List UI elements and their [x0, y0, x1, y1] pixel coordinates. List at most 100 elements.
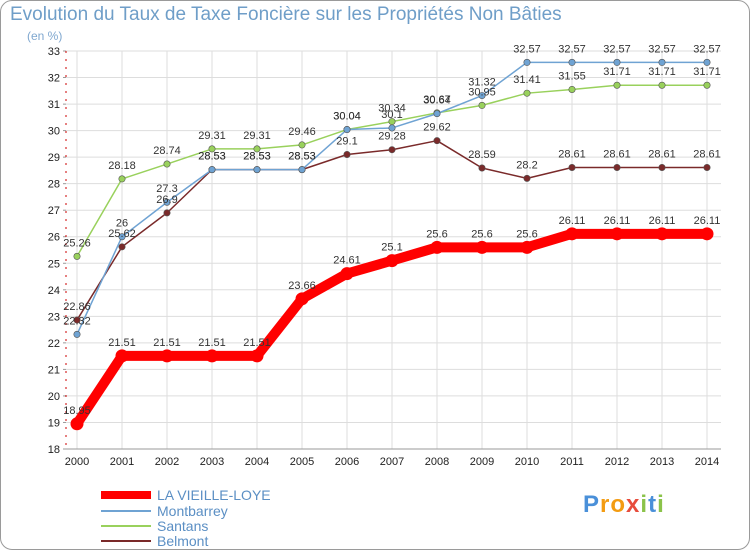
data-point	[208, 145, 216, 153]
data-label: 31.71	[693, 66, 721, 78]
data-point	[253, 166, 261, 174]
data-label: 31.32	[468, 77, 496, 89]
data-label: 24.61	[333, 255, 361, 267]
data-label: 28.53	[198, 151, 226, 163]
data-label: 32.57	[648, 43, 676, 55]
data-point	[700, 227, 714, 241]
x-tick-label: 2009	[470, 456, 494, 468]
logo-letter: r	[600, 491, 611, 518]
data-label: 29.46	[288, 126, 316, 138]
x-tick-label: 2010	[515, 456, 539, 468]
data-label: 28.61	[693, 148, 721, 160]
data-point	[523, 89, 531, 97]
x-tick-label: 2001	[110, 456, 134, 468]
legend-label: Belmont	[157, 533, 209, 549]
data-label: 23.66	[288, 280, 316, 292]
x-tick-label: 2013	[650, 456, 674, 468]
data-point	[250, 349, 264, 363]
x-tick-label: 2004	[245, 456, 269, 468]
y-tick-label: 29	[48, 152, 60, 164]
legend-label: LA VIEILLE-LOYE	[157, 487, 271, 503]
data-label: 25.1	[381, 242, 402, 254]
data-point	[520, 240, 534, 254]
x-tick-label: 2002	[155, 456, 179, 468]
data-point	[295, 292, 309, 306]
data-point	[163, 198, 171, 206]
data-point	[298, 166, 306, 174]
data-label: 21.51	[198, 337, 226, 349]
data-label: 22.86	[63, 301, 91, 313]
data-label: 25.6	[471, 228, 492, 240]
data-label: 31.55	[558, 70, 586, 82]
y-tick-label: 23	[48, 311, 60, 323]
data-label: 29.31	[198, 130, 226, 142]
data-point	[658, 163, 666, 171]
x-tick-label: 2006	[335, 456, 359, 468]
data-point	[118, 243, 126, 251]
data-point	[343, 150, 351, 158]
y-tick-label: 25	[48, 258, 60, 270]
data-point	[298, 141, 306, 149]
data-label: 26.11	[604, 215, 631, 227]
x-tick-label: 2011	[560, 456, 584, 468]
data-label: 28.53	[243, 151, 271, 163]
data-label: 30.04	[333, 111, 361, 123]
data-point	[475, 240, 489, 254]
x-tick-label: 2014	[695, 456, 719, 468]
data-point	[568, 85, 576, 93]
data-label: 31.71	[603, 66, 631, 78]
data-label: 30.04	[333, 111, 361, 123]
data-label: 28.61	[603, 148, 631, 160]
data-point	[568, 163, 576, 171]
y-tick-label: 21	[48, 364, 60, 376]
x-tick-label: 2000	[65, 456, 89, 468]
data-label: 29.28	[378, 131, 406, 143]
data-point	[385, 254, 399, 268]
data-point	[118, 175, 126, 183]
data-label: 32.57	[693, 43, 721, 55]
x-tick-label: 2008	[425, 456, 449, 468]
data-point	[73, 330, 81, 338]
data-point	[340, 267, 354, 281]
data-label: 28.59	[468, 149, 496, 161]
x-tick-label: 2012	[605, 456, 629, 468]
data-label: 29.1	[336, 135, 357, 147]
legend-swatch	[101, 510, 151, 512]
y-tick-label: 24	[48, 285, 60, 297]
data-label: 18.95	[63, 405, 91, 417]
logo-letter: t	[648, 491, 658, 518]
data-point	[613, 81, 621, 89]
logo-letter: P	[583, 491, 601, 518]
data-point	[163, 209, 171, 217]
data-label: 29.62	[423, 122, 451, 134]
data-point	[610, 227, 624, 241]
data-label: 30.1	[381, 109, 402, 121]
data-point	[478, 92, 486, 100]
data-label: 26.11	[694, 215, 721, 227]
logo-letter: i	[657, 491, 665, 518]
data-point	[703, 163, 711, 171]
data-point	[523, 174, 531, 182]
logo-letter: o	[610, 491, 627, 518]
data-point	[703, 81, 711, 89]
data-label: 28.74	[153, 145, 181, 157]
data-label: 28.53	[288, 151, 316, 163]
data-label: 28.18	[108, 160, 136, 172]
y-tick-label: 30	[48, 126, 60, 138]
data-label: 28.61	[648, 148, 676, 160]
data-point	[70, 417, 84, 431]
data-point	[478, 101, 486, 109]
legend-label: Montbarrey	[157, 503, 228, 519]
legend-swatch	[101, 540, 151, 542]
data-label: 28.53	[198, 151, 226, 163]
legend-swatch	[101, 491, 151, 499]
y-unit-label: (en %)	[27, 29, 63, 43]
y-tick-label: 28	[48, 179, 60, 191]
data-label: 30.67	[423, 94, 451, 106]
y-tick-label: 20	[48, 391, 60, 403]
logo-letter: i	[640, 491, 649, 518]
chart-title: Evolution du Taux de Taxe Foncière sur l…	[10, 4, 562, 25]
data-label: 25.6	[426, 228, 447, 240]
proxiti-logo: Proxiti	[583, 491, 665, 519]
data-point	[613, 58, 621, 66]
